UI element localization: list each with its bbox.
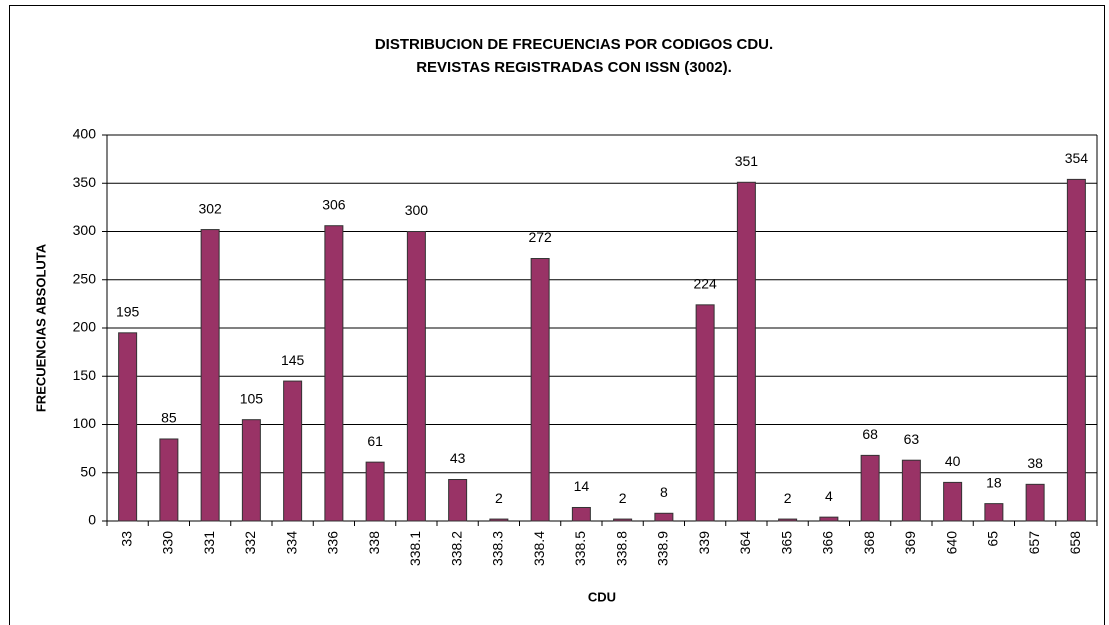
x-tick-label: 338.9 (655, 531, 671, 566)
bar (324, 225, 344, 522)
y-tick-label: 50 (80, 463, 96, 479)
data-label: 85 (161, 410, 177, 426)
y-tick-label: 250 (73, 270, 97, 286)
x-tick-label: 338 (366, 531, 382, 555)
bar (860, 454, 880, 522)
data-label: 105 (240, 390, 264, 406)
bar (159, 438, 179, 522)
x-tick-label: 366 (820, 531, 836, 555)
x-tick-label: 33 (118, 531, 134, 547)
x-tick-label: 364 (737, 531, 753, 555)
bar (241, 419, 261, 522)
x-tick-label: 369 (902, 531, 918, 555)
bar (571, 506, 591, 522)
bar (613, 518, 633, 522)
bar (489, 518, 509, 522)
data-label: 224 (693, 276, 717, 292)
data-label: 63 (904, 431, 920, 447)
bar (118, 332, 138, 522)
data-label: 145 (281, 352, 305, 368)
x-axis-title: CDU (588, 589, 616, 604)
bar (406, 231, 426, 522)
bar (654, 512, 674, 522)
y-tick-label: 200 (73, 319, 97, 335)
data-label: 351 (735, 153, 759, 169)
data-label: 40 (945, 453, 961, 469)
bar (448, 479, 468, 522)
data-label: 272 (528, 229, 552, 245)
chart-title: DISTRIBUCION DE FRECUENCIAS POR CODIGOS … (375, 36, 773, 53)
y-axis-title: FRECUENCIAS ABSOLUTA (33, 243, 48, 412)
x-tick-label: 338.2 (448, 531, 464, 566)
bar (819, 516, 839, 522)
x-tick-label: 365 (778, 531, 794, 555)
x-tick-label: 339 (696, 531, 712, 555)
data-label: 306 (322, 196, 346, 212)
data-label: 2 (495, 490, 503, 506)
bar (901, 459, 921, 522)
x-tick-label: 368 (861, 531, 877, 555)
y-tick-label: 300 (73, 222, 97, 238)
x-tick-label: 334 (283, 531, 299, 555)
bar (1066, 178, 1086, 522)
bar (1025, 483, 1045, 522)
x-tick-label: 332 (242, 531, 258, 555)
x-tick-label: 338.5 (572, 531, 588, 566)
data-label: 300 (405, 202, 429, 218)
x-tick-label: 336 (325, 531, 341, 555)
bar (200, 229, 220, 522)
x-tick-label: 331 (201, 531, 217, 555)
data-label: 14 (574, 478, 590, 494)
data-label: 43 (450, 450, 466, 466)
x-tick-label: 330 (160, 531, 176, 555)
y-tick-label: 400 (73, 126, 97, 142)
x-tick-label: 65 (985, 531, 1001, 547)
x-tick-label: 338.8 (613, 531, 629, 566)
data-label: 18 (986, 474, 1002, 490)
data-label: 195 (116, 304, 140, 320)
data-label: 4 (825, 488, 833, 504)
bar (365, 461, 385, 522)
x-tick-label: 657 (1026, 531, 1042, 555)
data-label: 354 (1065, 150, 1089, 166)
data-label: 61 (367, 433, 383, 449)
x-tick-label: 338.4 (531, 531, 547, 566)
data-label: 302 (198, 200, 222, 216)
chart-frame (9, 5, 1105, 625)
bar (283, 380, 303, 522)
bar (736, 181, 756, 522)
y-tick-label: 350 (73, 174, 97, 190)
x-tick-label: 640 (943, 531, 959, 555)
data-label: 2 (784, 490, 792, 506)
x-tick-label: 658 (1067, 531, 1083, 555)
bar (778, 518, 798, 522)
y-tick-label: 100 (73, 415, 97, 431)
y-tick-label: 0 (88, 512, 96, 528)
bar (984, 503, 1004, 522)
chart-subtitle: REVISTAS REGISTRADAS CON ISSN (3002). (416, 59, 732, 76)
data-label: 8 (660, 484, 668, 500)
bar (943, 481, 963, 522)
data-label: 38 (1027, 455, 1043, 471)
bar (695, 304, 715, 522)
bar (530, 258, 550, 522)
x-tick-label: 338.1 (407, 531, 423, 566)
data-label: 2 (619, 490, 627, 506)
x-tick-label: 338.3 (490, 531, 506, 566)
y-tick-label: 150 (73, 367, 97, 383)
data-label: 68 (862, 426, 878, 442)
